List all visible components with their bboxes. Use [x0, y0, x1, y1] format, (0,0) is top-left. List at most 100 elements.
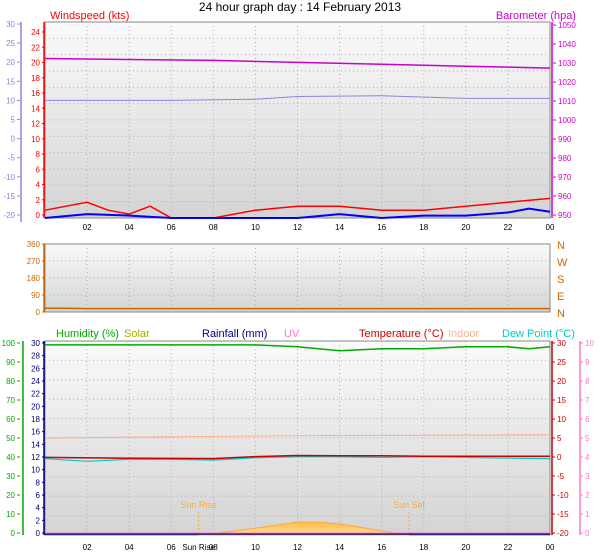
direction-tick-label: 0	[36, 308, 41, 317]
baro-axis-label: Barometer (hpa)	[496, 10, 576, 22]
uv-tick-label: 7	[585, 396, 590, 405]
temperature-line	[44, 454, 550, 460]
baro-tick-label: 1030	[558, 59, 576, 68]
baro-tick-label: 970	[558, 173, 572, 182]
humidity-tick-label: 50	[6, 434, 15, 443]
wind-tick-label: 4	[36, 181, 41, 190]
x-tick-label: 22	[503, 223, 512, 232]
humidity-tick-label: 80	[6, 377, 15, 386]
uv-tick-label: 8	[585, 377, 590, 386]
uv-tick-label: 6	[585, 415, 590, 424]
rain-tick-label: 20	[31, 402, 40, 411]
left-tick-label: 10	[6, 96, 15, 105]
x-tick-label: 16	[377, 543, 386, 552]
direction-tick-label: 360	[27, 240, 41, 249]
baro-tick-label: 960	[558, 192, 572, 201]
temp-tick-label: -10	[557, 491, 569, 500]
wind-tick-label: 16	[31, 89, 40, 98]
rain-tick-label: 10	[31, 466, 40, 475]
rain-tick-label: 6	[36, 491, 41, 500]
wind-tick-label: 0	[36, 211, 41, 220]
x-tick-label: 14	[335, 543, 344, 552]
rain-tick-label: 0	[36, 529, 41, 538]
uv-tick-label: 9	[585, 358, 590, 367]
compass-label: N	[557, 308, 565, 320]
humidity-tick-label: 40	[6, 453, 15, 462]
x-tick-label: 14	[335, 223, 344, 232]
chart-title: 24 hour graph day : 14 February 2013	[198, 0, 402, 14]
humidity-tick-label: 20	[6, 491, 15, 500]
baro-tick-label: 1050	[558, 21, 576, 30]
legend-entry: Temperature (°C)	[359, 328, 443, 340]
left-tick-label: 20	[6, 58, 15, 67]
x-tick-label: 04	[125, 543, 134, 552]
legend-entry: Humidity (%)	[56, 328, 119, 340]
left-tick-label: 0	[11, 135, 16, 144]
left-tick-label: 30	[6, 20, 15, 29]
sunrise-annotation: Sun Rise	[180, 500, 217, 510]
baro-tick-label: 990	[558, 135, 572, 144]
x-tick-label: 22	[503, 543, 512, 552]
rain-tick-label: 16	[31, 428, 40, 437]
humidity-line	[45, 344, 551, 352]
rain-tick-label: 2	[36, 516, 41, 525]
wind-tick-label: 14	[31, 104, 40, 113]
humidity-tick-label: 100	[2, 339, 16, 348]
wind-tick-label: 8	[36, 150, 41, 159]
x-tick-label: 08	[209, 223, 218, 232]
windspeed-line	[44, 197, 551, 219]
wind-tick-label: 22	[31, 43, 40, 52]
direction-tick-label: 90	[31, 291, 40, 300]
wind-tick-label: 2	[36, 196, 41, 205]
legend-entry: Solar	[124, 328, 150, 340]
rain-tick-label: 24	[31, 377, 40, 386]
dewpoint-line	[44, 455, 551, 462]
x-tick-label: 10	[251, 223, 260, 232]
x-tick-label: 08	[209, 543, 218, 552]
baro-tick-label: 1010	[558, 97, 576, 106]
wind-tick-label: 12	[31, 120, 40, 129]
sunset-annotation: Sun Set	[393, 500, 426, 510]
x-tick-label: 06	[167, 543, 176, 552]
humidity-tick-label: 0	[11, 529, 16, 538]
legend-entry: Dew Point (°C)	[502, 328, 575, 340]
legend-entry: Rainfall (mm)	[202, 328, 267, 340]
uv-tick-label: 1	[585, 510, 590, 519]
x-tick-label: 18	[419, 543, 428, 552]
x-tick-label: 20	[461, 543, 470, 552]
baro-tick-label: 1000	[558, 116, 576, 125]
x-tick-label: 20	[461, 223, 470, 232]
uv-tick-label: 5	[585, 434, 590, 443]
temp-tick-label: 25	[557, 358, 566, 367]
x-tick-label: 16	[377, 223, 386, 232]
direction-tick-label: 180	[27, 274, 41, 283]
indoor-line	[44, 434, 551, 439]
left-tick-label: -5	[8, 154, 16, 163]
uv-tick-label: 0	[585, 529, 590, 538]
compass-label: E	[557, 291, 564, 303]
x-tick-label: 02	[83, 223, 92, 232]
left-tick-label: 25	[6, 39, 15, 48]
x-tick-label: 06	[167, 223, 176, 232]
rain-tick-label: 28	[31, 352, 40, 361]
temp-tick-label: 30	[557, 339, 566, 348]
temp-tick-label: 5	[557, 434, 562, 443]
x-tick-label: 04	[125, 223, 134, 232]
baro-tick-label: 980	[558, 154, 572, 163]
humidity-tick-label: 10	[6, 510, 15, 519]
humidity-tick-label: 90	[6, 358, 15, 367]
blue-wind-line	[44, 207, 551, 220]
wind-axis-label: Windspeed (kts)	[50, 10, 129, 22]
x-tick-label: 00	[546, 223, 555, 232]
temp-tick-label: 0	[557, 453, 562, 462]
x-tick-label: 12	[293, 543, 302, 552]
left-tick-label: -20	[3, 211, 15, 220]
uv-tick-label: 2	[585, 491, 590, 500]
temp-tick-label: 15	[557, 396, 566, 405]
rain-tick-label: 30	[31, 339, 40, 348]
uv-tick-label: 10	[585, 339, 594, 348]
x-tick-label: Sun Rise	[182, 543, 215, 552]
compass-label: N	[557, 240, 565, 252]
wind-tick-label: 18	[31, 74, 40, 83]
